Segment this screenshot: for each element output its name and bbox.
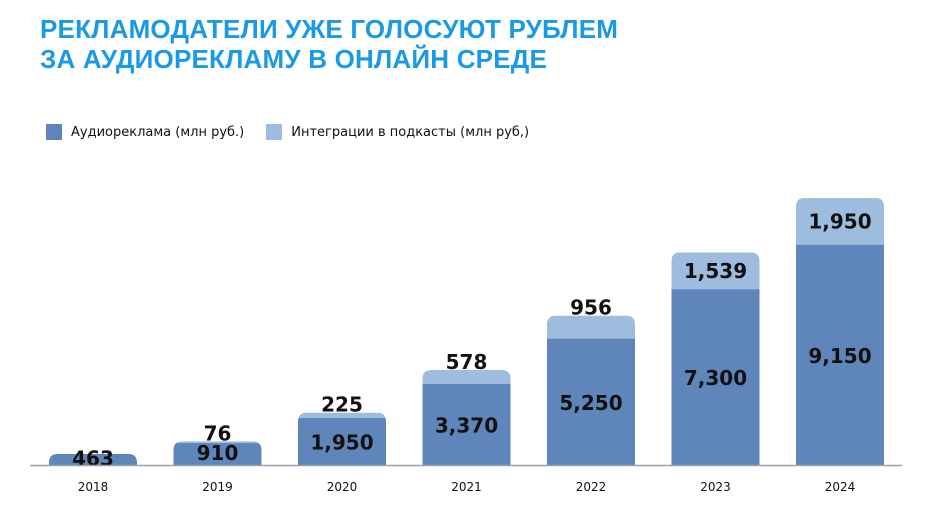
x-tick-label-2022: 2022 (576, 480, 607, 494)
data-label-podcast-2022: 956 (570, 296, 612, 320)
bar-audio-2023 (671, 289, 760, 465)
data-label-audio-2022: 5,250 (559, 391, 622, 415)
bar-audio-2024 (796, 244, 884, 465)
x-tick-label-2020: 2020 (327, 480, 358, 494)
bar-podcast-2019 (173, 441, 262, 445)
legend-label-audio: Аудиореклама (млн руб.) (71, 124, 245, 140)
legend-item-audio: Аудиореклама (млн руб.) (46, 124, 244, 140)
chart-legend: Аудиореклама (млн руб.) Интеграции в под… (46, 124, 551, 140)
data-label-audio-2018: 463 (72, 446, 114, 470)
data-label-audio-2023: 7,300 (684, 366, 747, 390)
legend-item-podcast: Интеграции в подкасты (млн руб,) (266, 124, 529, 140)
data-label-podcast-2021: 578 (446, 350, 488, 374)
chart-title-line-2: ЗА АУДИОРЕКЛАМУ В ОНЛАЙН СРЕДЕ (40, 44, 548, 74)
data-label-audio-2024: 9,150 (808, 344, 871, 368)
chart-title: РЕКЛАМОДАТЕЛИ УЖЕ ГОЛОСУЮТ РУБЛЕМ ЗА АУД… (40, 14, 618, 74)
bar-podcast-2020 (298, 412, 386, 420)
bar-audio-2018 (49, 453, 137, 465)
x-tick-label-2024: 2024 (825, 480, 856, 494)
bar-podcast-2022 (547, 315, 635, 340)
data-label-audio-2021: 3,370 (435, 413, 498, 437)
x-tick-label-2019: 2019 (202, 480, 233, 494)
x-tick-label-2023: 2023 (700, 480, 731, 494)
x-tick-label-2018: 2018 (78, 480, 109, 494)
data-label-podcast-2023: 1,539 (684, 259, 747, 283)
bar-podcast-2021 (422, 370, 511, 385)
bar-podcast-2024 (796, 197, 884, 246)
data-label-podcast-2024: 1,950 (808, 209, 871, 233)
bar-audio-2020 (298, 418, 386, 465)
legend-swatch-podcast (266, 124, 283, 140)
data-label-podcast-2020: 225 (321, 393, 363, 417)
bar-audio-2019 (173, 443, 262, 465)
x-tick-label-2021: 2021 (451, 480, 482, 494)
bar-audio-2022 (547, 338, 635, 465)
legend-swatch-audio (46, 124, 62, 140)
legend-label-podcast: Интеграции в подкасты (млн руб,) (291, 124, 530, 140)
data-label-audio-2020: 1,950 (310, 431, 373, 455)
bar-podcast-2023 (671, 252, 760, 291)
chart-title-line-1: РЕКЛАМОДАТЕЛИ УЖЕ ГОЛОСУЮТ РУБЛЕМ (40, 14, 619, 44)
data-label-podcast-2019: 76 (204, 421, 232, 445)
bar-audio-2021 (422, 383, 511, 465)
data-label-audio-2019: 910 (197, 441, 239, 465)
